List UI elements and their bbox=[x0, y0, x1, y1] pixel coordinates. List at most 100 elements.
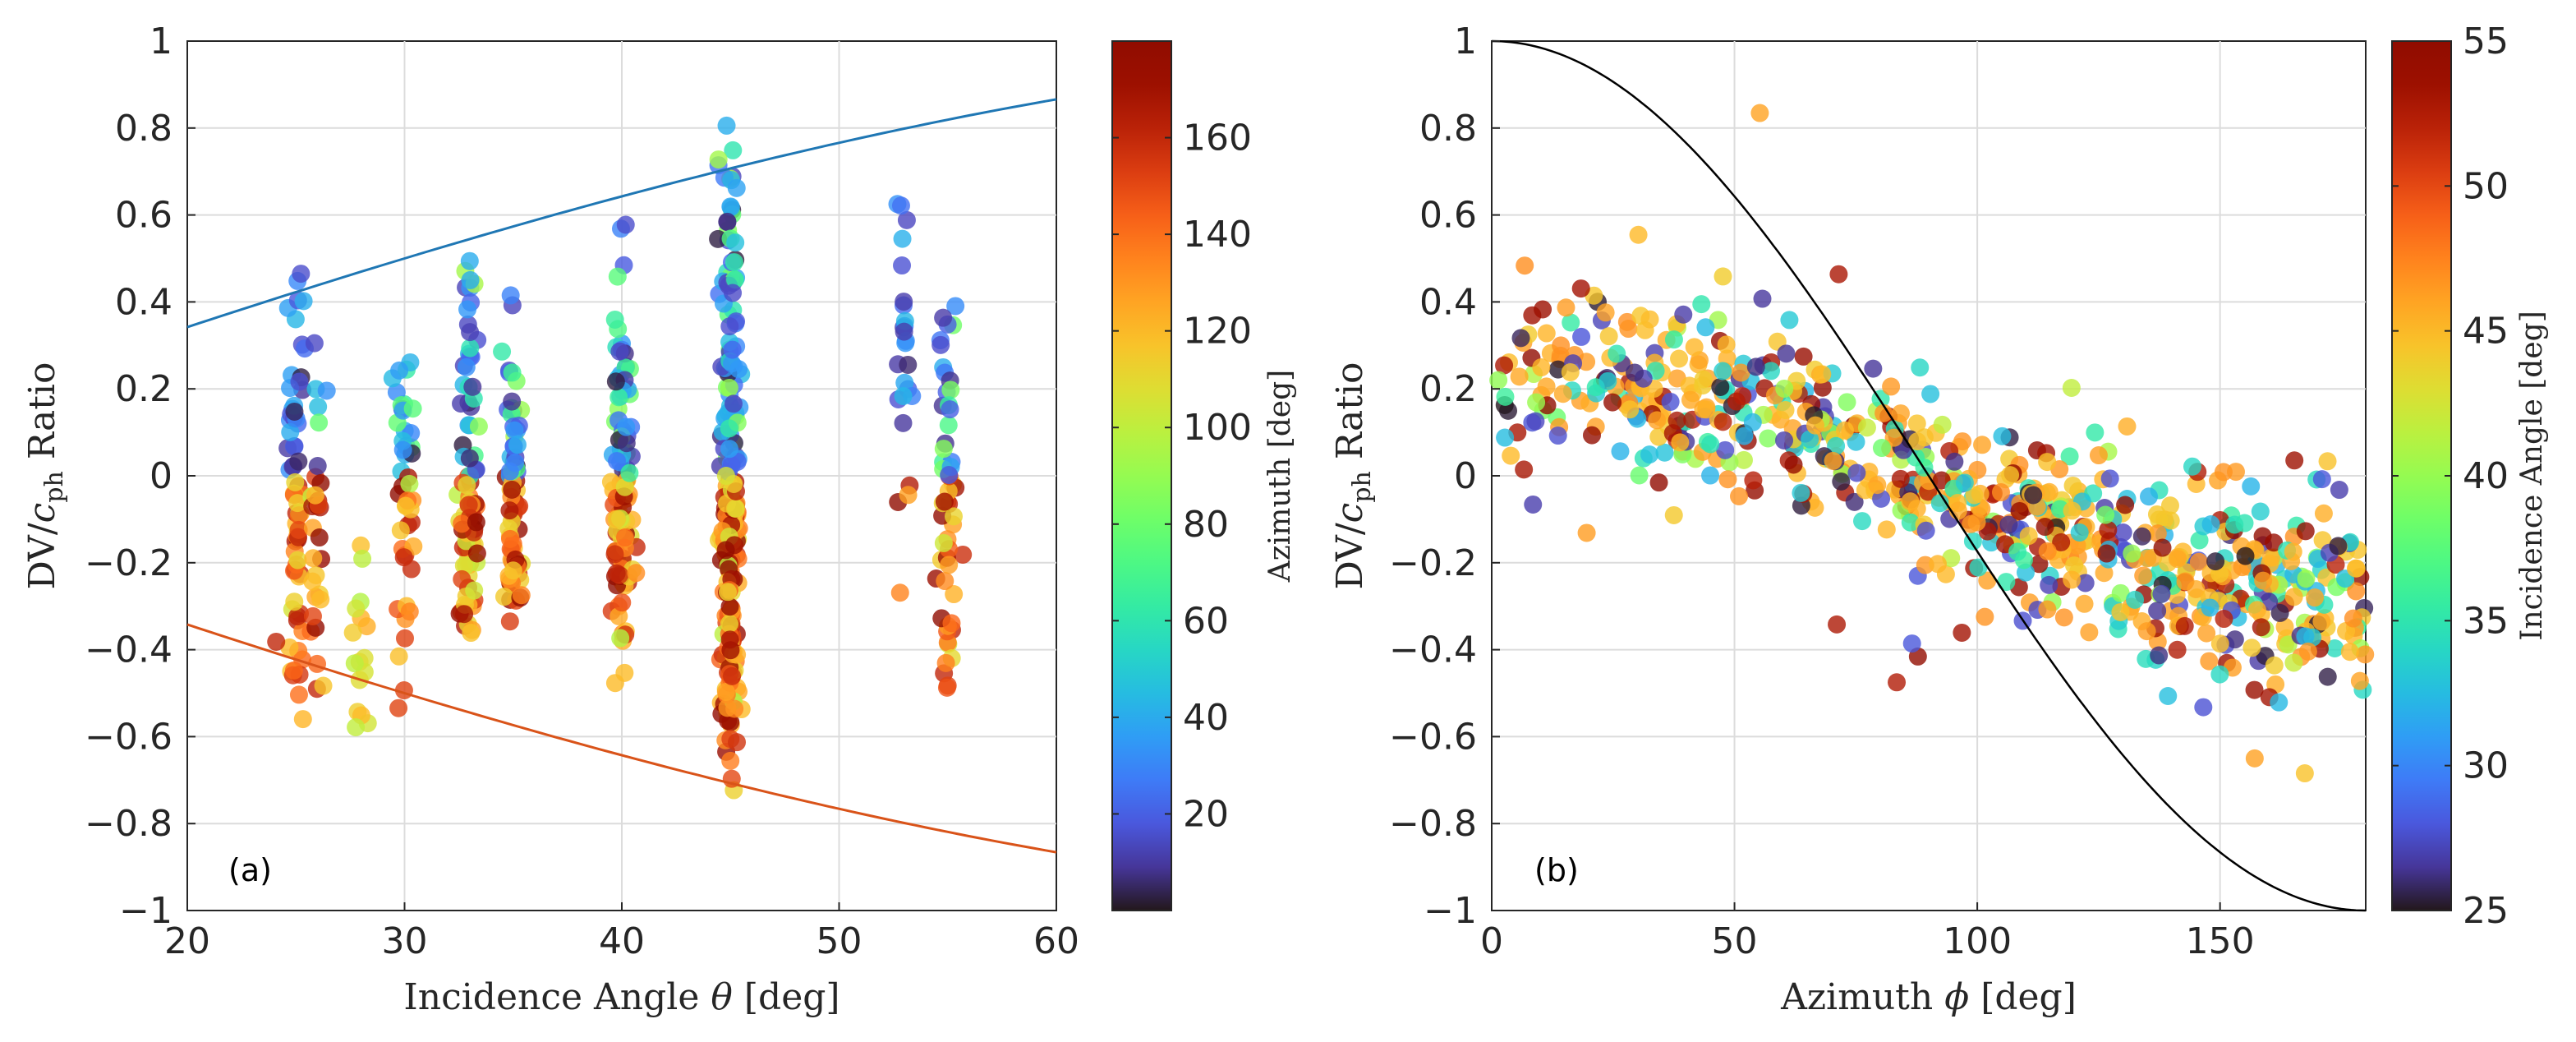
data-point bbox=[285, 402, 304, 421]
data-point bbox=[1888, 673, 1907, 692]
data-point bbox=[727, 178, 746, 197]
colorbar-tick-label: 120 bbox=[1183, 311, 1252, 353]
data-point bbox=[1527, 393, 1546, 412]
data-point bbox=[309, 397, 328, 416]
data-point bbox=[2075, 594, 2094, 613]
data-point bbox=[2040, 482, 2058, 501]
data-point bbox=[2284, 653, 2303, 672]
y-tick-label: 0.4 bbox=[1419, 281, 1477, 323]
scatter-points-a bbox=[267, 116, 973, 800]
data-point bbox=[615, 477, 634, 496]
data-point bbox=[390, 361, 409, 380]
panel-label-b: (b) bbox=[1534, 852, 1579, 888]
data-point bbox=[1537, 377, 1556, 396]
data-point bbox=[942, 614, 961, 633]
data-point bbox=[2245, 749, 2264, 768]
data-point bbox=[457, 357, 476, 376]
data-point bbox=[1649, 427, 1668, 446]
data-point bbox=[899, 486, 918, 505]
data-point bbox=[2153, 538, 2172, 557]
y-tick-label: 1 bbox=[1454, 21, 1477, 62]
data-point bbox=[1929, 555, 1948, 574]
data-point bbox=[1872, 489, 1891, 508]
data-point bbox=[460, 251, 479, 270]
data-point bbox=[2265, 656, 2284, 675]
data-point bbox=[2200, 652, 2219, 671]
data-point bbox=[720, 378, 738, 397]
data-point bbox=[2175, 616, 2194, 635]
colorbar-b: 55 50 45 40 35 30 25 bbox=[2391, 21, 2509, 932]
data-point bbox=[2070, 523, 2089, 542]
data-point bbox=[1697, 400, 1716, 419]
data-point bbox=[1692, 295, 1711, 314]
x-axis-label-b: Azimuth ϕ [deg] bbox=[1780, 976, 2077, 1018]
data-point bbox=[1534, 300, 1552, 319]
data-point bbox=[2063, 570, 2082, 589]
data-point bbox=[893, 256, 912, 275]
data-point bbox=[2111, 602, 2130, 621]
data-point bbox=[1735, 426, 1754, 445]
data-point bbox=[721, 751, 740, 770]
data-point bbox=[944, 507, 963, 526]
x-tick-label: 30 bbox=[382, 920, 428, 962]
data-point bbox=[2265, 533, 2284, 552]
data-point bbox=[1685, 338, 1704, 357]
data-point bbox=[1801, 430, 1819, 449]
data-point bbox=[2038, 542, 2057, 560]
data-point bbox=[720, 419, 738, 438]
data-point bbox=[1776, 401, 1795, 420]
data-point bbox=[453, 569, 472, 588]
data-point bbox=[2254, 571, 2273, 590]
data-point bbox=[608, 267, 627, 286]
data-point bbox=[946, 297, 965, 316]
data-point bbox=[724, 284, 743, 302]
data-point bbox=[306, 486, 324, 505]
data-point bbox=[608, 451, 627, 470]
data-point bbox=[460, 449, 479, 468]
panel-b: 0 50 100 150 1 0.8 0.6 0.4 0.2 0 −0.2 −0.4 −0.6 −0.8 −… bbox=[1329, 21, 2549, 1018]
data-point bbox=[1847, 463, 1866, 482]
data-point bbox=[2190, 531, 2209, 550]
data-point bbox=[1775, 379, 1794, 398]
data-point bbox=[500, 612, 519, 631]
data-point bbox=[454, 556, 473, 575]
data-point bbox=[1759, 429, 1778, 448]
data-point bbox=[2296, 627, 2315, 646]
data-point bbox=[1526, 412, 1545, 431]
data-point bbox=[1911, 358, 1930, 377]
data-point bbox=[2138, 549, 2157, 568]
data-point bbox=[932, 335, 950, 354]
data-point bbox=[723, 666, 742, 685]
data-point bbox=[890, 583, 909, 602]
data-point bbox=[2008, 542, 2027, 561]
data-point bbox=[1711, 378, 1730, 397]
data-point bbox=[1838, 393, 1856, 412]
data-point bbox=[720, 630, 739, 649]
data-point bbox=[941, 380, 960, 399]
data-point bbox=[1502, 446, 1520, 465]
data-point bbox=[1583, 426, 1602, 445]
data-point bbox=[2063, 476, 2082, 495]
data-point bbox=[716, 541, 735, 560]
data-point bbox=[2132, 527, 2151, 546]
data-point bbox=[605, 674, 624, 693]
data-point bbox=[1976, 607, 1994, 626]
colorbar-tick-label: 80 bbox=[1183, 504, 1229, 546]
data-point bbox=[895, 373, 914, 392]
data-point bbox=[1973, 436, 1992, 454]
y-tick-label: 0 bbox=[150, 455, 172, 497]
data-point bbox=[1953, 623, 1971, 642]
data-point bbox=[1813, 365, 1832, 384]
data-point bbox=[2159, 687, 2178, 706]
data-point bbox=[2089, 446, 2108, 465]
y-tick-label: 1 bbox=[150, 21, 172, 62]
data-point bbox=[455, 605, 474, 624]
data-point bbox=[1640, 445, 1659, 464]
y-tick-label: −0.6 bbox=[1389, 716, 1477, 758]
data-point bbox=[465, 581, 484, 600]
data-point bbox=[403, 399, 422, 418]
data-point bbox=[1908, 432, 1927, 451]
data-point bbox=[1930, 494, 1949, 513]
data-point bbox=[1753, 289, 1772, 308]
data-point bbox=[1629, 225, 1648, 244]
